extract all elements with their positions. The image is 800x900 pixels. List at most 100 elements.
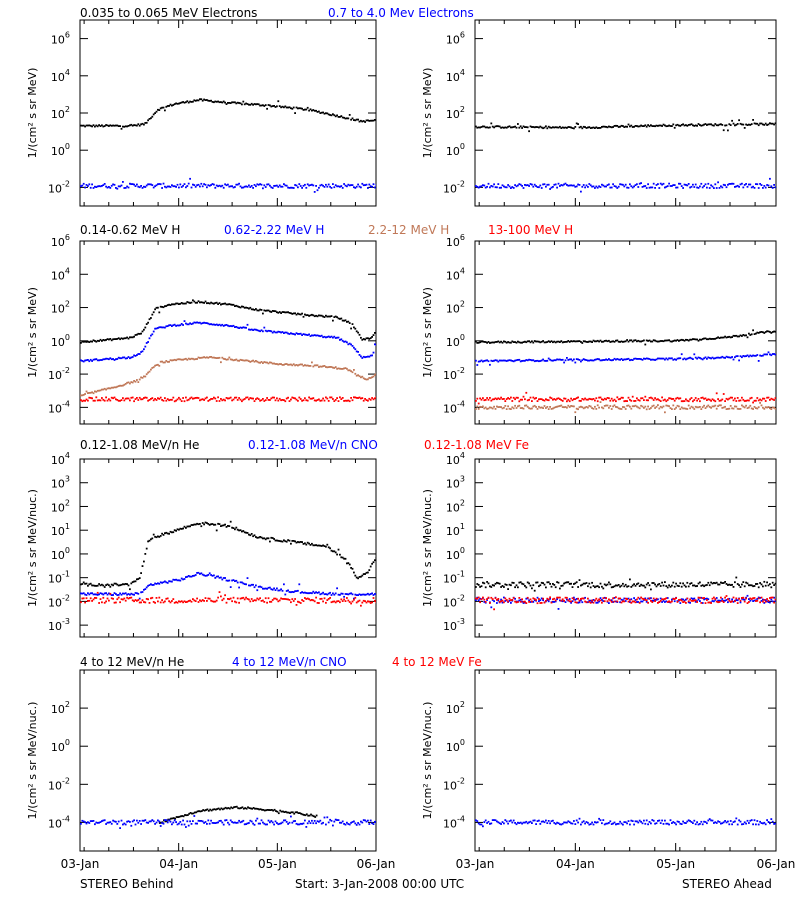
data-point [171, 823, 173, 826]
data-point [87, 584, 89, 587]
data-point [350, 370, 352, 373]
data-point [717, 405, 719, 407]
data-point [92, 598, 95, 601]
data-point [229, 520, 232, 523]
data-point [644, 586, 647, 589]
data-point [220, 525, 222, 527]
data-point [700, 602, 703, 604]
data-point [636, 340, 638, 343]
data-point [337, 336, 340, 339]
data-point [122, 592, 124, 595]
data-point [617, 822, 620, 825]
data-point [199, 810, 202, 813]
data-point [185, 576, 187, 578]
data-point [259, 330, 261, 333]
data-point [82, 597, 85, 600]
data-point [256, 597, 259, 600]
data-point [336, 336, 338, 339]
data-point [736, 355, 739, 357]
data-point [110, 822, 113, 825]
data-point [294, 811, 297, 814]
data-point [508, 407, 511, 410]
data-point [479, 360, 481, 363]
data-point [769, 399, 771, 401]
data-point [750, 333, 753, 336]
data-point [322, 111, 324, 114]
data-point [694, 124, 697, 127]
data-point [274, 106, 277, 108]
data-point [689, 601, 691, 604]
data-point [602, 184, 605, 187]
data-point [112, 358, 114, 360]
data-point [637, 601, 640, 603]
data-point [344, 823, 347, 826]
data-point [169, 580, 172, 583]
data-point [105, 396, 107, 399]
data-point [295, 604, 298, 606]
data-point [372, 823, 375, 825]
data-point [284, 331, 287, 334]
data-point [725, 336, 728, 339]
data-point [678, 397, 680, 400]
data-point [145, 121, 148, 124]
data-point [85, 359, 88, 362]
data-point [312, 109, 315, 111]
data-point [336, 397, 338, 399]
data-point [539, 398, 542, 400]
data-point [575, 122, 578, 125]
data-point [278, 331, 281, 333]
data-point [190, 301, 193, 304]
data-point [595, 185, 598, 188]
data-point [211, 302, 214, 305]
data-point [648, 358, 651, 360]
data-point [546, 359, 549, 362]
data-point [362, 184, 365, 187]
data-point [362, 338, 365, 340]
data-point [198, 810, 200, 812]
data-point [679, 408, 682, 410]
data-point [582, 820, 585, 823]
legend-entry: 2.2-12 MeV H [368, 223, 449, 237]
data-point [255, 599, 257, 602]
data-point [148, 370, 151, 373]
data-point [762, 123, 764, 126]
data-point [528, 358, 530, 361]
data-point [103, 601, 106, 604]
data-point [689, 356, 691, 359]
data-point [773, 184, 775, 186]
data-point [679, 339, 682, 342]
data-point [615, 339, 617, 342]
data-point [113, 338, 116, 340]
data-point [636, 820, 638, 823]
data-point [769, 583, 771, 585]
data-point [361, 357, 364, 359]
data-point [483, 360, 486, 362]
data-point [577, 586, 579, 588]
data-point [689, 598, 691, 601]
data-point [196, 184, 198, 187]
data-point [711, 819, 714, 822]
data-point [353, 369, 355, 371]
data-point [528, 130, 530, 133]
data-point [294, 184, 296, 186]
data-point [293, 812, 296, 815]
data-point [610, 586, 613, 589]
data-point [619, 358, 621, 361]
data-point [708, 357, 711, 359]
data-point [616, 584, 619, 587]
data-point [267, 183, 270, 186]
data-point [615, 400, 617, 403]
data-point [531, 587, 533, 590]
data-point [715, 407, 718, 410]
data-point [203, 574, 205, 577]
data-point [508, 597, 511, 600]
data-point [650, 597, 652, 599]
data-point [124, 357, 127, 360]
legend-entry: 13-100 MeV H [488, 223, 573, 237]
data-point [253, 599, 256, 602]
data-point [234, 821, 236, 824]
data-point [257, 536, 260, 539]
data-point [234, 580, 236, 582]
data-point [336, 316, 338, 319]
data-point [543, 399, 546, 402]
